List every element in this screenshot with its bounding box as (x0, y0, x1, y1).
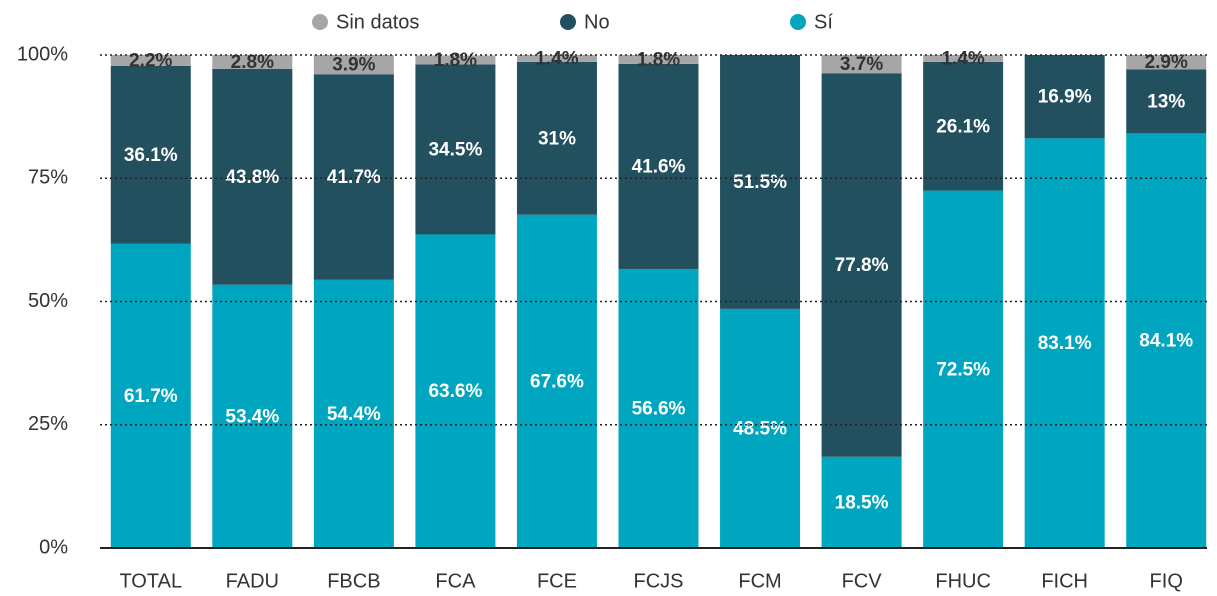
data-label: 1.4% (535, 48, 578, 69)
data-label: 43.8% (225, 167, 279, 188)
x-tick-label: TOTAL (119, 570, 182, 592)
bar-segment (415, 234, 496, 548)
data-label: 41.6% (632, 156, 686, 177)
bar-segment (923, 55, 1004, 62)
data-label: 26.1% (936, 116, 990, 137)
bar-segment (923, 190, 1004, 548)
x-tick-label: FCA (435, 570, 476, 592)
bar-segment (110, 55, 191, 66)
data-label: 84.1% (1139, 331, 1193, 352)
data-label: 34.5% (428, 139, 482, 160)
y-tick-label: 75% (28, 167, 68, 189)
bar-segment (516, 61, 597, 215)
data-label: 77.8% (835, 255, 889, 276)
bar-segment (923, 61, 1004, 191)
data-label: 61.7% (124, 386, 178, 407)
data-label: 1.8% (637, 49, 680, 70)
x-tick-label: FCJS (634, 570, 684, 592)
data-label: 18.5% (835, 492, 889, 513)
data-label: 48.5% (733, 418, 787, 439)
bar-segment (1126, 55, 1207, 70)
bar-segment (821, 456, 902, 548)
bar-segment (212, 284, 293, 548)
legend-marker (790, 14, 806, 30)
bar-segment (618, 55, 699, 64)
bar-segment (821, 73, 902, 457)
x-tick-label: FIQ (1150, 570, 1183, 592)
data-label: 1.4% (941, 48, 984, 69)
bar-segment (1126, 133, 1207, 548)
data-label: 2.9% (1145, 52, 1188, 73)
data-label: 67.6% (530, 371, 584, 392)
bar-segment (516, 55, 597, 62)
data-label: 1.8% (434, 50, 477, 71)
bar-segment (415, 55, 496, 65)
bar-segment (720, 308, 801, 548)
bar-segment (110, 243, 191, 548)
data-label: 56.6% (632, 398, 686, 419)
data-label: 83.1% (1038, 333, 1092, 354)
data-label: 13% (1147, 91, 1185, 112)
legend-marker (312, 14, 328, 30)
x-tick-label: FICH (1041, 570, 1088, 592)
data-label: 41.7% (327, 167, 381, 188)
data-label: 54.4% (327, 404, 381, 425)
data-label: 63.6% (428, 381, 482, 402)
data-label: 3.7% (840, 54, 883, 75)
data-label: 53.4% (225, 406, 279, 427)
bar-segment (313, 55, 394, 75)
legend-marker (560, 14, 576, 30)
bar-segment (720, 55, 801, 309)
bar-segment (110, 65, 191, 244)
data-label: 31% (538, 128, 576, 149)
x-tick-label: FCE (537, 570, 577, 592)
data-label: 2.2% (129, 50, 172, 71)
bar-segment (821, 55, 902, 74)
legend-label: Sí (814, 11, 833, 33)
legend-label: No (584, 11, 610, 33)
data-label: 72.5% (936, 359, 990, 380)
y-tick-label: 100% (17, 43, 68, 65)
x-tick-label: FHUC (935, 570, 991, 592)
data-label: 3.9% (332, 55, 375, 76)
x-tick-label: FCM (738, 570, 781, 592)
bar-segment (415, 64, 496, 235)
legend-label: Sin datos (336, 11, 419, 33)
bar-segment (313, 74, 394, 280)
data-label: 36.1% (124, 145, 178, 166)
bar-segment (516, 214, 597, 548)
data-label: 16.9% (1038, 87, 1092, 108)
data-label: 51.5% (733, 172, 787, 193)
x-tick-label: FCV (842, 570, 883, 592)
data-label: 2.8% (231, 52, 274, 73)
y-tick-label: 0% (39, 536, 68, 558)
y-tick-label: 50% (28, 290, 68, 312)
bar-segment (1024, 55, 1105, 139)
x-tick-label: FADU (226, 570, 279, 592)
bar-segment (618, 63, 699, 269)
y-tick-label: 25% (28, 413, 68, 435)
bar-segment (1024, 138, 1105, 548)
bar-segment (1126, 69, 1207, 134)
bar-segment (212, 68, 293, 285)
bar-segment (313, 279, 394, 548)
bar-segment (212, 55, 293, 69)
x-tick-label: FBCB (327, 570, 380, 592)
bar-segment (618, 268, 699, 548)
